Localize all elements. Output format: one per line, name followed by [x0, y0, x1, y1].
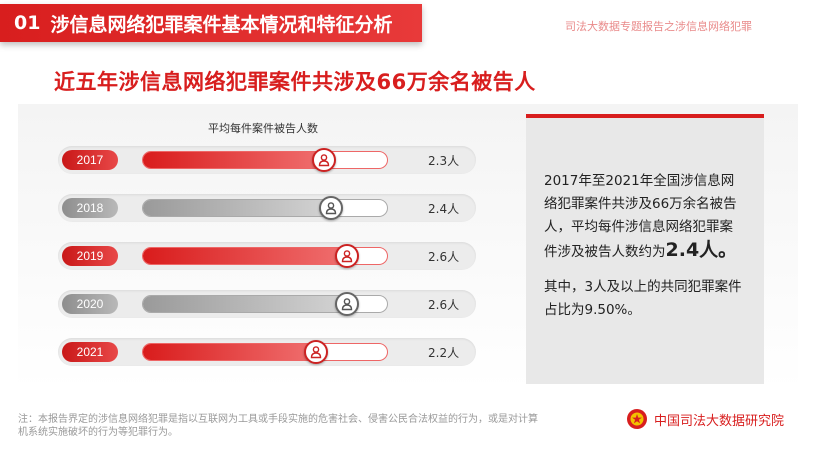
bar: [143, 200, 333, 216]
report-tag: 司法大数据专题报告之涉信息网络犯罪: [565, 20, 752, 33]
summary-highlight: 2.4人。: [665, 239, 738, 261]
chart-title: 平均每件案件被告人数: [208, 122, 318, 135]
bar-row: 2018 2.4人: [58, 194, 476, 222]
emblem-icon: [627, 409, 647, 429]
data-label: 2.4人: [428, 202, 460, 216]
summary-paragraph-2: 其中，3人及以上的共同犯罪案件占比为9.50%。: [544, 279, 742, 318]
bar-track: [142, 244, 388, 268]
bar: [143, 248, 349, 264]
section-title: 涉信息网络犯罪案件基本情况和特征分析: [50, 13, 393, 36]
bar: [143, 152, 326, 168]
bar-track: [142, 340, 388, 364]
page-subtitle: 近五年涉信息网络犯罪案件共涉及66万余名被告人: [54, 70, 536, 94]
bar-row: 2017 2.3人: [58, 146, 476, 174]
data-label: 2.2人: [428, 346, 460, 360]
org-brand: 中国司法大数据研究院: [626, 408, 784, 430]
person-icon: [335, 292, 359, 316]
section-header: 01 涉信息网络犯罪案件基本情况和特征分析: [0, 4, 422, 42]
bar-row: 2019 2.6人: [58, 242, 476, 270]
year-label: 2019: [62, 246, 118, 266]
data-label: 2.3人: [428, 154, 460, 168]
person-icon: [335, 244, 359, 268]
bar-row: 2020 2.6人: [58, 290, 476, 318]
data-label: 2.6人: [428, 298, 460, 312]
footnote: 注：本报告界定的涉信息网络犯罪是指以互联网为工具或手段实施的危害社会、侵害公民合…: [18, 414, 538, 438]
year-label: 2021: [62, 342, 118, 362]
data-label: 2.6人: [428, 250, 460, 264]
year-label: 2018: [62, 198, 118, 218]
bar-track: [142, 292, 388, 316]
person-icon: [304, 340, 328, 364]
bar-row: 2021 2.2人: [58, 338, 476, 366]
bar-track: [142, 148, 388, 172]
bar-track: [142, 196, 388, 220]
person-icon: [312, 148, 336, 172]
bar: [143, 344, 318, 360]
year-label: 2020: [62, 294, 118, 314]
bar: [143, 296, 349, 312]
summary-paragraph-1: 2017年至2021年全国涉信息网络犯罪案件共涉及66万余名被告人，平均每件涉信…: [544, 170, 746, 264]
summary-text: 2017年至2021年全国涉信息网络犯罪案件共涉及66万余名被告人，平均每件涉信…: [544, 173, 737, 260]
section-number: 01: [14, 12, 41, 34]
person-icon: [319, 196, 343, 220]
year-label: 2017: [62, 150, 118, 170]
summary-panel: 2017年至2021年全国涉信息网络犯罪案件共涉及66万余名被告人，平均每件涉信…: [526, 114, 764, 384]
org-name: 中国司法大数据研究院: [654, 413, 785, 429]
